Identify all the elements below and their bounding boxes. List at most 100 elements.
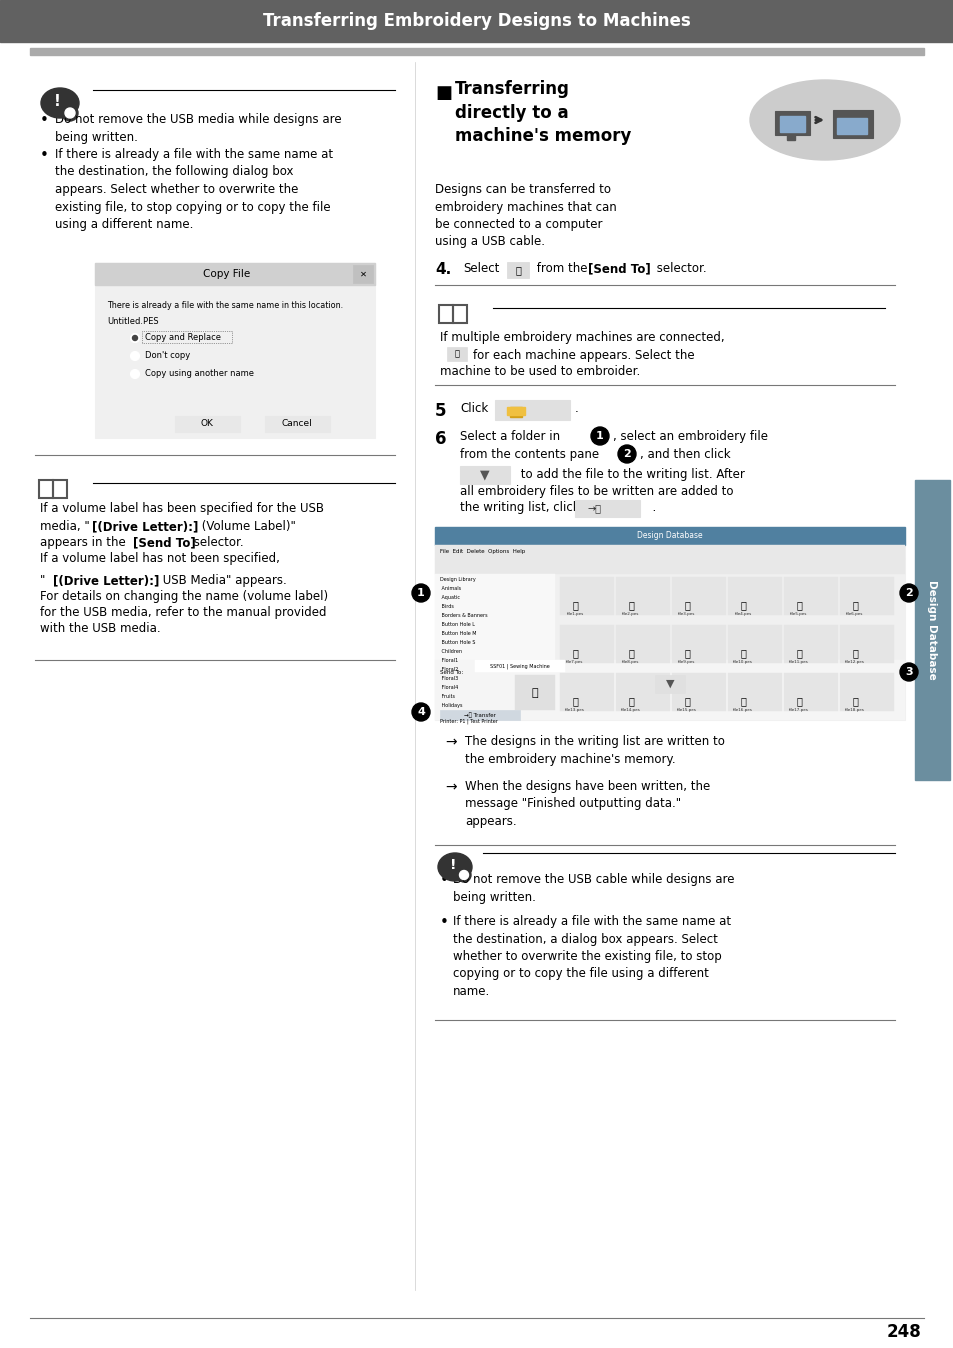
Text: •: • bbox=[40, 113, 49, 128]
Text: When the designs have been written, the
message "Finished outputting data."
appe: When the designs have been written, the … bbox=[464, 780, 709, 828]
Text: 6: 6 bbox=[435, 430, 446, 448]
Circle shape bbox=[131, 352, 139, 360]
Text: ▼: ▼ bbox=[665, 679, 674, 689]
Bar bbox=[616, 625, 669, 663]
Bar bbox=[727, 625, 781, 663]
Bar bbox=[559, 577, 614, 615]
Text: →🖨 Transfer: →🖨 Transfer bbox=[463, 712, 496, 717]
Text: SSF01 | Sewing Machine: SSF01 | Sewing Machine bbox=[490, 663, 549, 669]
Text: ■: ■ bbox=[435, 84, 452, 102]
Text: , select an embroidery file: , select an embroidery file bbox=[613, 430, 767, 443]
Text: Transferring Embroidery Designs to Machines: Transferring Embroidery Designs to Machi… bbox=[263, 12, 690, 30]
Text: 5: 5 bbox=[435, 402, 446, 421]
Text: →: → bbox=[444, 735, 456, 749]
Text: the writing list, click: the writing list, click bbox=[459, 501, 598, 514]
Text: 🐾: 🐾 bbox=[627, 600, 634, 611]
Text: 🐾: 🐾 bbox=[795, 600, 801, 611]
Circle shape bbox=[590, 427, 608, 445]
Circle shape bbox=[65, 108, 75, 119]
Text: Button Hole L: Button Hole L bbox=[439, 621, 475, 627]
Text: 🐾: 🐾 bbox=[627, 648, 634, 658]
Bar bbox=[774, 111, 809, 135]
Text: OK: OK bbox=[200, 419, 213, 429]
Bar bbox=[727, 577, 781, 615]
Text: , and then click: , and then click bbox=[639, 448, 730, 461]
Text: selector.: selector. bbox=[652, 262, 706, 275]
Text: 🐾: 🐾 bbox=[572, 696, 578, 706]
Text: Button Hole S: Button Hole S bbox=[439, 640, 475, 644]
Circle shape bbox=[131, 333, 139, 342]
Ellipse shape bbox=[41, 88, 79, 119]
Text: [Send To]: [Send To] bbox=[587, 262, 650, 275]
Text: 🖨: 🖨 bbox=[515, 266, 520, 275]
Text: 🐾: 🐾 bbox=[740, 648, 745, 658]
Text: 🐾: 🐾 bbox=[851, 600, 857, 611]
Text: file12.pes: file12.pes bbox=[844, 661, 864, 665]
Ellipse shape bbox=[437, 853, 472, 882]
Text: Animals: Animals bbox=[439, 586, 460, 590]
Text: Send To:: Send To: bbox=[439, 670, 463, 675]
Text: file4.pes: file4.pes bbox=[734, 612, 751, 616]
Text: 3: 3 bbox=[904, 667, 912, 677]
Bar bbox=[515, 675, 555, 710]
Text: file8.pes: file8.pes bbox=[621, 661, 639, 665]
Text: !: ! bbox=[53, 93, 60, 108]
Text: If a volume label has not been specified,: If a volume label has not been specified… bbox=[40, 551, 279, 565]
Text: Printer: P1 | Test Printer: Printer: P1 | Test Printer bbox=[439, 718, 497, 724]
Text: →🖨: →🖨 bbox=[587, 503, 601, 514]
Bar bbox=[53, 480, 67, 497]
Text: Do not remove the USB cable while designs are
being written.: Do not remove the USB cable while design… bbox=[453, 874, 734, 903]
Text: 4: 4 bbox=[416, 706, 424, 717]
Text: Copy using another name: Copy using another name bbox=[145, 369, 253, 377]
Bar bbox=[353, 266, 373, 283]
Text: [(Drive Letter):]: [(Drive Letter):] bbox=[53, 574, 159, 586]
Bar bbox=[435, 574, 555, 720]
Text: file16.pes: file16.pes bbox=[732, 708, 752, 712]
Text: 🐾: 🐾 bbox=[683, 696, 689, 706]
Text: (Volume Label)": (Volume Label)" bbox=[198, 520, 295, 532]
Text: !: ! bbox=[449, 857, 456, 872]
Text: Select a folder in: Select a folder in bbox=[459, 430, 567, 443]
Text: 🐾: 🐾 bbox=[531, 687, 537, 698]
Text: ": " bbox=[40, 574, 52, 586]
Text: Design Database: Design Database bbox=[637, 531, 702, 541]
Text: all embroidery files to be written are added to: all embroidery files to be written are a… bbox=[459, 485, 733, 497]
Bar bbox=[174, 417, 240, 431]
Bar bbox=[671, 673, 725, 710]
Text: Fruits: Fruits bbox=[439, 694, 455, 700]
Bar bbox=[0, 0, 953, 42]
Text: ✕: ✕ bbox=[359, 270, 366, 279]
Bar bbox=[616, 577, 669, 615]
Bar bbox=[671, 625, 725, 663]
Bar bbox=[95, 263, 375, 438]
Text: file3.pes: file3.pes bbox=[678, 612, 695, 616]
Text: Copy File: Copy File bbox=[203, 270, 251, 279]
Bar bbox=[447, 346, 467, 361]
Text: 🐾: 🐾 bbox=[572, 600, 578, 611]
Bar bbox=[559, 673, 614, 710]
Text: for the USB media, refer to the manual provided: for the USB media, refer to the manual p… bbox=[40, 607, 326, 619]
Text: media, ": media, " bbox=[40, 520, 97, 532]
Text: Button Hole M: Button Hole M bbox=[439, 631, 476, 636]
Circle shape bbox=[456, 868, 471, 882]
Text: Don't copy: Don't copy bbox=[145, 350, 190, 360]
Text: Lace & Ribbon: Lace & Ribbon bbox=[439, 712, 476, 717]
Text: 🐾: 🐾 bbox=[683, 600, 689, 611]
Text: file1.pes: file1.pes bbox=[566, 612, 583, 616]
Circle shape bbox=[412, 704, 430, 721]
Bar bbox=[142, 332, 232, 342]
Text: 🐾: 🐾 bbox=[851, 696, 857, 706]
Text: The designs in the writing list are written to
the embroidery machine's memory.: The designs in the writing list are writ… bbox=[464, 735, 724, 766]
Text: file11.pes: file11.pes bbox=[788, 661, 808, 665]
Bar bbox=[783, 577, 837, 615]
Text: Click: Click bbox=[459, 402, 488, 415]
Text: file6.pes: file6.pes bbox=[845, 612, 862, 616]
Text: file18.pes: file18.pes bbox=[844, 708, 864, 712]
Bar bbox=[914, 480, 949, 780]
Bar bbox=[506, 407, 524, 415]
Text: Aquatic: Aquatic bbox=[439, 594, 459, 600]
Circle shape bbox=[899, 584, 917, 603]
Text: from the contents pane: from the contents pane bbox=[459, 448, 606, 461]
Text: ▼: ▼ bbox=[479, 469, 489, 481]
Text: Transferring
directly to a
machine's memory: Transferring directly to a machine's mem… bbox=[455, 80, 631, 146]
